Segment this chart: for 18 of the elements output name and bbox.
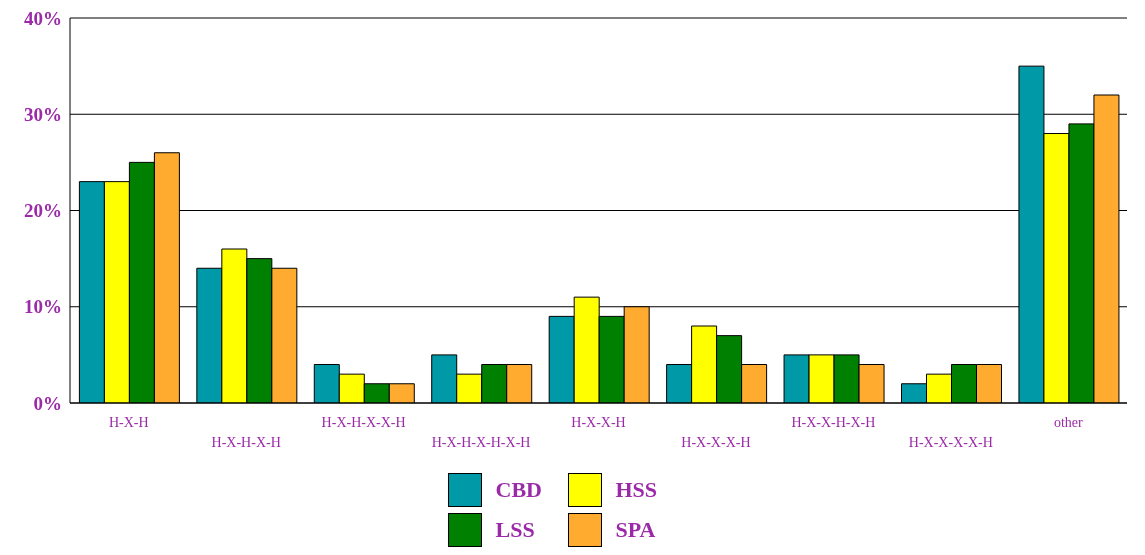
legend-label: CBD xyxy=(495,477,542,503)
x-tick-label: H-X-H-X-H xyxy=(211,435,281,450)
y-tick-label: 20% xyxy=(24,200,62,222)
y-tick-label: 0% xyxy=(33,392,62,414)
x-tick-label: H-X-H-X-H-X-H xyxy=(431,435,531,450)
y-tick-label: 10% xyxy=(24,296,62,318)
legend-label: SPA xyxy=(615,517,656,543)
x-tick-label: H-X-X-H-X-H xyxy=(791,415,876,430)
y-tick-label: 30% xyxy=(24,104,62,125)
legend-label: LSS xyxy=(495,517,535,543)
x-tick-label: H-X-X-H xyxy=(571,415,626,430)
legend-label: HSS xyxy=(615,477,658,503)
x-tick-label: other xyxy=(1053,415,1083,430)
y-tick-label: 40% xyxy=(24,7,62,29)
x-tick-label: H-X-X-X-H xyxy=(681,435,751,450)
x-tick-label: H-X-H xyxy=(108,415,149,430)
x-tick-label: H-X-X-X-X-H xyxy=(908,435,993,450)
x-tick-label: H-X-H-X-X-H xyxy=(321,415,406,430)
